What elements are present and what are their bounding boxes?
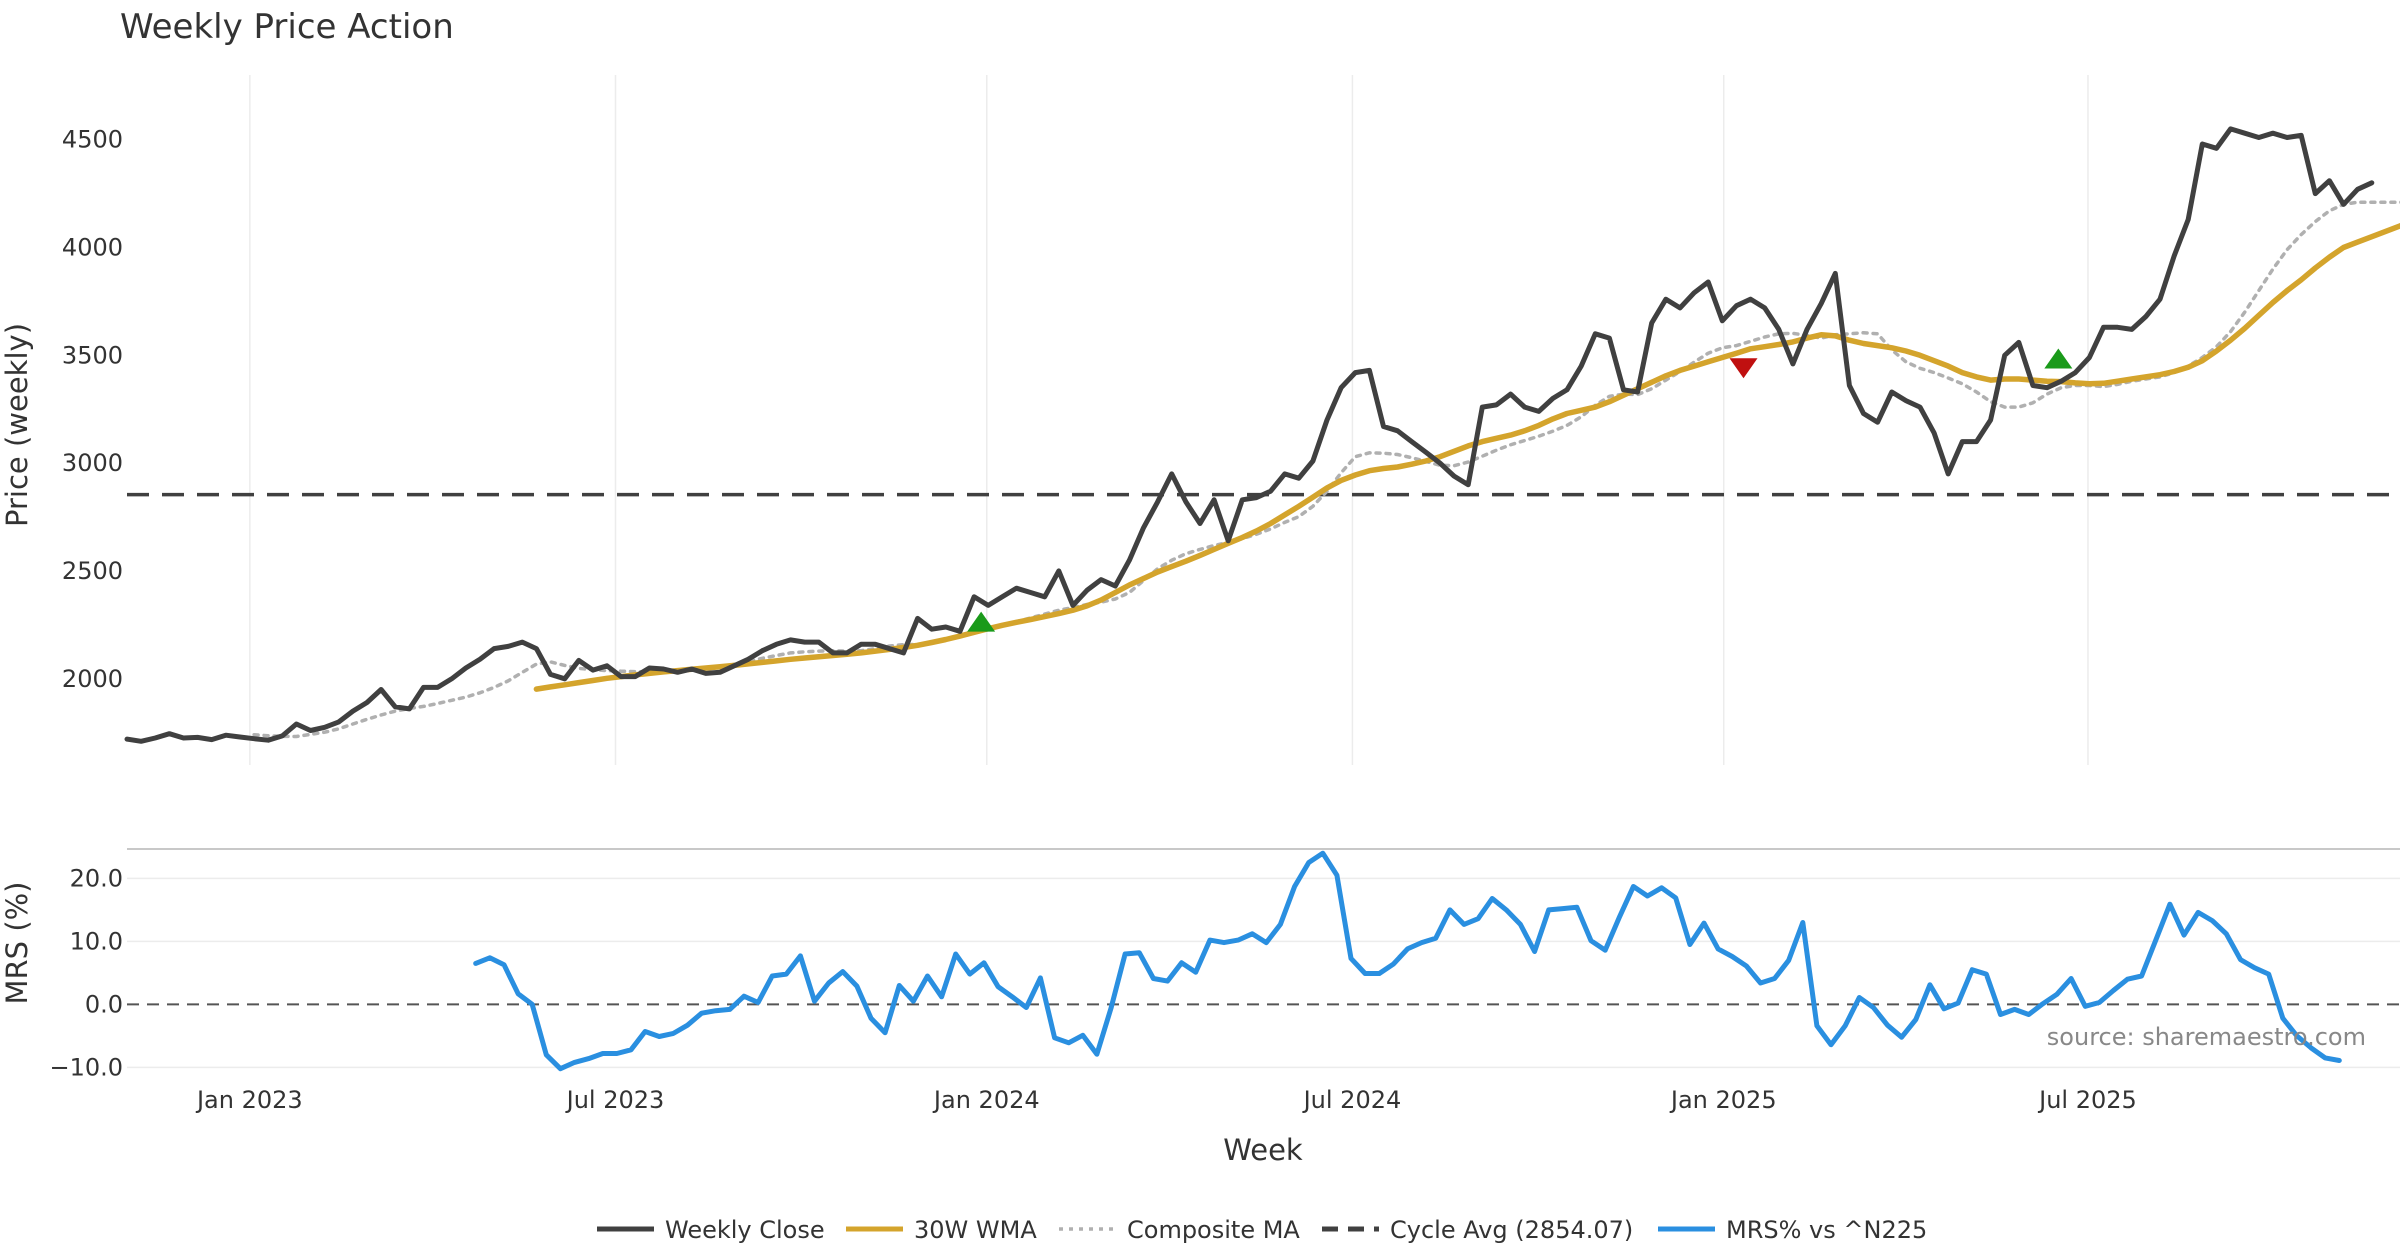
legend: Weekly Close 30W WMA Composite MA Cycle Avg… (597, 1216, 1927, 1244)
top-panel-series (124, 126, 2400, 744)
x-tick-label: Jan 2023 (195, 1086, 303, 1114)
x-axis-title: Week (1223, 1133, 1303, 1167)
price-y-tick-label: 4500 (62, 126, 123, 154)
price-y-axis-title: Price (weekly) (0, 323, 34, 527)
sell-signal-marker (1729, 358, 1758, 379)
30w-wma-line (533, 223, 2400, 692)
price-y-tick-label: 3000 (62, 449, 123, 477)
mrs-y-tick-label: 20.0 (70, 864, 123, 892)
top-panel-y-ticks: 2000 2500 3000 3500 4000 4500 (62, 126, 123, 693)
price-y-tick-label: 4000 (62, 234, 123, 262)
mrs-y-axis-title: MRS (%) (0, 882, 34, 1005)
legend-label: Cycle Avg (2854.07) (1390, 1216, 1633, 1244)
top-panel-grid (249, 75, 2089, 765)
x-tick-label: Jul 2024 (1302, 1086, 1402, 1114)
bottom-panel-y-ticks: −10.0 0.0 10.0 20.0 (49, 864, 123, 1081)
x-tick-label: Jul 2023 (565, 1086, 665, 1114)
mrs-y-tick-label: −10.0 (49, 1053, 123, 1081)
legend-label: MRS% vs ^N225 (1726, 1216, 1927, 1244)
price-y-tick-label: 3500 (62, 341, 123, 369)
buy-signal-marker (2044, 348, 2073, 369)
bottom-panel-series (473, 850, 2342, 1072)
chart-title: Weekly Price Action (120, 7, 454, 47)
price-y-tick-label: 2000 (62, 665, 123, 693)
mrs-y-tick-label: 10.0 (70, 927, 123, 955)
legend-label: Weekly Close (665, 1216, 825, 1244)
mrs-line (473, 850, 2342, 1072)
price-y-tick-label: 2500 (62, 557, 123, 585)
x-tick-label: Jan 2025 (1669, 1086, 1777, 1114)
weekly-close-line (124, 126, 2375, 744)
legend-label: Composite MA (1127, 1216, 1300, 1244)
source-note: source: sharemaestro.com (2047, 1023, 2366, 1051)
signal-markers (967, 348, 2073, 632)
buy-signal-marker (967, 611, 996, 632)
x-tick-label: Jan 2024 (932, 1086, 1040, 1114)
mrs-y-tick-label: 0.0 (85, 990, 123, 1018)
x-axis-ticks: Jan 2023 Jul 2023 Jan 2024 Jul 2024 Jan 2025… (195, 1086, 2137, 1114)
x-tick-label: Jul 2025 (2037, 1086, 2137, 1114)
legend-label: 30W WMA (914, 1216, 1037, 1244)
